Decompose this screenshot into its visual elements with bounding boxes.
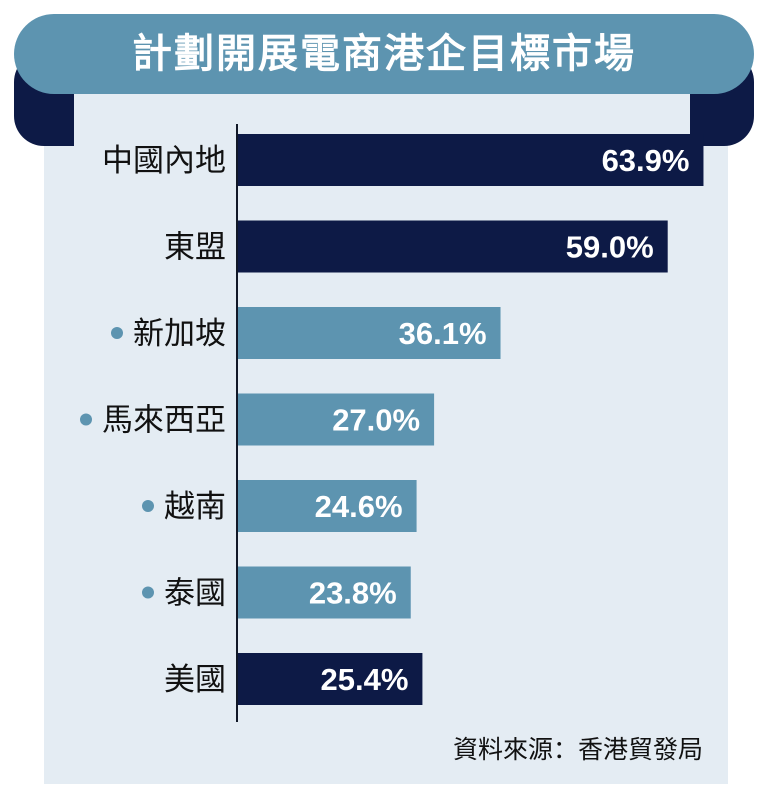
- bar-6: [237, 653, 423, 705]
- bullet-dot-3: [80, 413, 92, 426]
- title-banner: [14, 14, 754, 94]
- category-label-3: 馬來西亞: [102, 403, 226, 439]
- source-note: 資料來源：香港貿發局: [452, 735, 703, 764]
- bar-2: [237, 307, 501, 359]
- chart-title: 計劃開展電商港企目標市場: [132, 31, 636, 77]
- value-label-3: 27.0%: [332, 403, 420, 438]
- category-label-0: 中國內地: [102, 143, 226, 179]
- y-axis-line: [236, 124, 238, 722]
- value-label-4: 24.6%: [315, 489, 403, 524]
- category-label-2: 新加坡: [133, 316, 226, 352]
- bar-0: [237, 134, 704, 186]
- value-label-1: 59.0%: [566, 230, 654, 265]
- value-label-0: 63.9%: [602, 143, 690, 178]
- bar-5: [237, 566, 411, 619]
- value-label-2: 36.1%: [399, 316, 487, 351]
- bullet-dot-4: [142, 500, 154, 512]
- value-label-5: 23.8%: [309, 576, 397, 611]
- value-label-6: 25.4%: [321, 662, 409, 697]
- bar-4: [237, 480, 417, 532]
- bullet-dot-2: [111, 327, 123, 339]
- category-label-1: 東盟: [164, 230, 226, 266]
- category-label-6: 美國: [164, 662, 226, 698]
- bullet-dot-5: [142, 586, 154, 599]
- category-label-5: 泰國: [164, 576, 226, 612]
- bar-3: [237, 393, 435, 446]
- bar-1: [237, 220, 668, 273]
- category-label-4: 越南: [164, 489, 226, 525]
